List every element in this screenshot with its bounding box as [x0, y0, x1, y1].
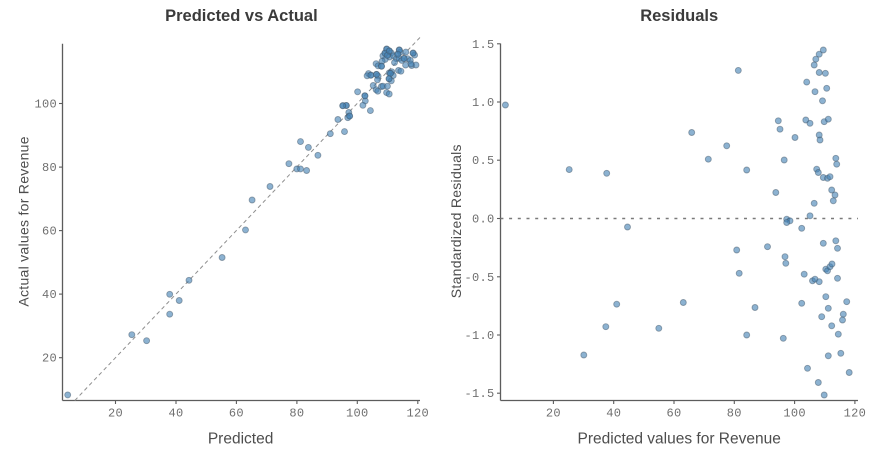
svg-text:100: 100	[34, 98, 57, 112]
svg-text:120: 120	[844, 407, 867, 421]
svg-text:Residuals: Residuals	[640, 7, 718, 25]
svg-text:0.0: 0.0	[472, 213, 495, 227]
svg-text:Predicted: Predicted	[208, 431, 273, 448]
svg-text:20: 20	[108, 407, 123, 421]
svg-text:1.0: 1.0	[472, 96, 495, 110]
svg-text:20: 20	[546, 407, 561, 421]
svg-text:-1.0: -1.0	[464, 329, 494, 343]
svg-text:40: 40	[42, 288, 57, 302]
svg-text:Standardized Residuals: Standardized Residuals	[448, 144, 464, 298]
svg-text:Predicted values for Revenue: Predicted values for Revenue	[578, 431, 781, 448]
svg-text:-0.5: -0.5	[464, 271, 494, 285]
svg-text:80: 80	[289, 407, 304, 421]
svg-text:-1.5: -1.5	[464, 387, 494, 401]
svg-text:40: 40	[168, 407, 183, 421]
svg-text:60: 60	[229, 407, 244, 421]
svg-text:40: 40	[606, 407, 621, 421]
svg-text:20: 20	[42, 352, 57, 366]
svg-text:Predicted vs Actual: Predicted vs Actual	[165, 7, 318, 25]
svg-text:0.5: 0.5	[472, 154, 495, 168]
svg-text:120: 120	[407, 407, 430, 421]
svg-text:60: 60	[42, 225, 57, 239]
svg-text:Actual values for Revenue: Actual values for Revenue	[16, 136, 32, 306]
svg-text:80: 80	[727, 407, 742, 421]
svg-text:1.5: 1.5	[472, 38, 495, 52]
svg-text:100: 100	[346, 407, 369, 421]
svg-text:80: 80	[42, 161, 57, 175]
svg-text:60: 60	[666, 407, 681, 421]
svg-text:100: 100	[783, 407, 806, 421]
